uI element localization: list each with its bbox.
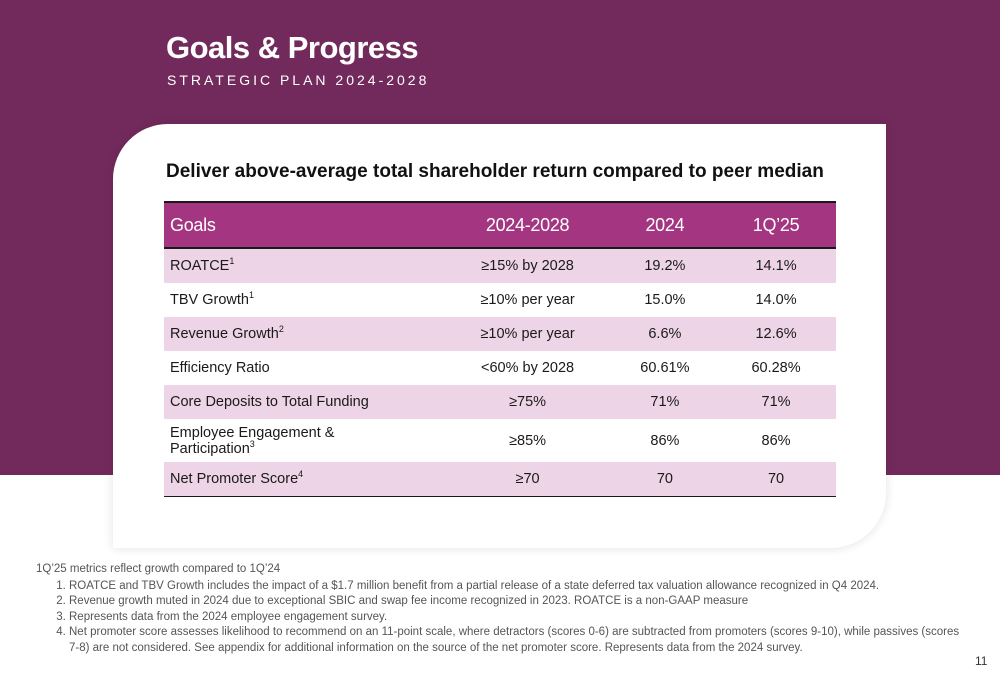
value-2024-cell: 6.6% xyxy=(648,326,682,342)
table-row: Employee Engagement & Participation3 ≥85%… xyxy=(164,419,836,462)
footnote-item: Represents data from the 2024 employee e… xyxy=(69,610,966,626)
footnote-item: ROATCE and TBV Growth includes the impac… xyxy=(69,579,966,595)
footnote-list: ROATCE and TBV Growth includes the impac… xyxy=(36,579,966,657)
target-cell: <60% by 2028 xyxy=(481,360,575,376)
value-2024-cell: 71% xyxy=(650,394,680,410)
value-1q25-cell: 14.0% xyxy=(755,292,797,308)
page-subtitle: STRATEGIC PLAN 2024-2028 xyxy=(167,72,430,88)
goal-cell: ROATCE1 xyxy=(164,248,441,283)
goal-label: TBV Growth xyxy=(170,292,249,308)
footnote-ref: 2 xyxy=(278,324,284,335)
goal-cell: TBV Growth1 xyxy=(164,283,441,317)
value-1q25-cell: 12.6% xyxy=(755,326,797,342)
goal-label-line2: Participation xyxy=(170,440,250,457)
table-row: TBV Growth1 ≥10% per year 15.0% 14.0% xyxy=(164,283,836,317)
value-2024-cell: 15.0% xyxy=(644,292,686,308)
value-2024-cell: 60.61% xyxy=(640,360,690,376)
goal-label: Efficiency Ratio xyxy=(170,360,270,376)
goal-label-line1: Employee Engagement & xyxy=(170,424,335,441)
footnote-item: Net promoter score assesses likelihood t… xyxy=(69,625,966,656)
goal-cell: Efficiency Ratio xyxy=(164,351,441,385)
value-1q25-cell: 60.28% xyxy=(751,360,801,376)
footnotes: 1Q’25 metrics reflect growth compared to… xyxy=(36,562,966,656)
goal-cell: Core Deposits to Total Funding xyxy=(164,385,441,419)
value-1q25-cell: 14.1% xyxy=(755,258,797,274)
footnote-lead: 1Q’25 metrics reflect growth compared to… xyxy=(36,563,281,575)
page-number: 11 xyxy=(975,654,988,668)
target-cell: ≥70 xyxy=(441,462,614,497)
value-2024-cell: 86% xyxy=(650,432,680,449)
table-row: Revenue Growth2 ≥10% per year 6.6% 12.6% xyxy=(164,317,836,351)
target-cell: ≥75% xyxy=(509,394,547,410)
column-header-1q25: 1Q’25 xyxy=(716,201,836,249)
footnote-ref: 1 xyxy=(229,256,235,267)
goal-label: Revenue Growth xyxy=(170,326,279,342)
goal-cell: Revenue Growth2 xyxy=(164,317,441,351)
table-row: Core Deposits to Total Funding ≥75% 71% … xyxy=(164,385,836,419)
footnote-item: Revenue growth muted in 2024 due to exce… xyxy=(69,594,966,610)
goal-label: ROATCE xyxy=(170,258,230,274)
table-row: Net Promoter Score4 ≥70 70 70 xyxy=(164,462,836,497)
goal-cell: Employee Engagement & Participation3 xyxy=(164,419,441,462)
goal-label: Net Promoter Score xyxy=(170,471,299,487)
footnote-ref: 4 xyxy=(298,469,304,480)
goals-table: Goals 2024-2028 2024 1Q’25 ROATCE1 ≥15% … xyxy=(164,201,836,497)
target-cell: ≥10% per year xyxy=(480,292,575,308)
target-cell: ≥15% by 2028 xyxy=(481,258,574,274)
page-title: Goals & Progress xyxy=(166,30,419,65)
footnote-ref: 3 xyxy=(249,438,255,449)
table-header-row: Goals 2024-2028 2024 1Q’25 xyxy=(164,201,836,249)
table-row: ROATCE1 ≥15% by 2028 19.2% 14.1% xyxy=(164,248,836,283)
column-header-goals: Goals xyxy=(164,201,442,249)
value-2024-cell: 70 xyxy=(613,462,717,497)
table-row: Efficiency Ratio <60% by 2028 60.61% 60.… xyxy=(164,351,836,385)
card-heading: Deliver above-average total shareholder … xyxy=(166,161,824,182)
goal-label: Core Deposits to Total Funding xyxy=(170,394,369,410)
footnote-ref: 1 xyxy=(248,290,254,301)
column-header-2024: 2024 xyxy=(613,201,717,249)
goal-cell: Net Promoter Score4 xyxy=(164,462,442,497)
value-1q25-cell: 86% xyxy=(761,432,791,449)
target-cell: ≥10% per year xyxy=(480,326,575,342)
value-2024-cell: 19.2% xyxy=(644,258,686,274)
column-header-2024-2028: 2024-2028 xyxy=(441,201,614,249)
value-1q25-cell: 71% xyxy=(761,394,791,410)
target-cell: ≥85% xyxy=(509,432,547,449)
value-1q25-cell: 70 xyxy=(716,462,836,497)
